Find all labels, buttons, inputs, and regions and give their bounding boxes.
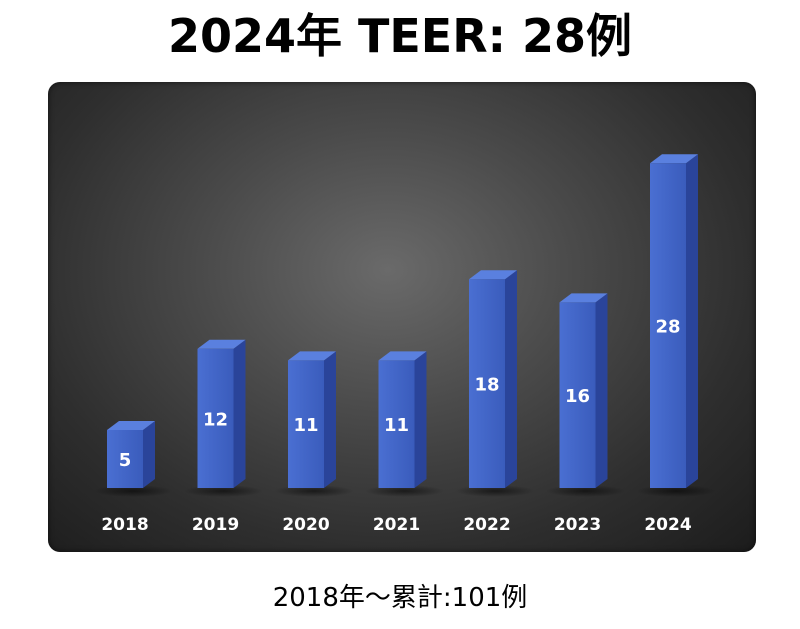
data-label-2022: 18 (474, 375, 499, 396)
x-tick-label-2023: 2023 (554, 515, 601, 535)
chart-panel: 5 2018 12 2019 11 2020 11 2021 18 2022 16 2023 28 202… (48, 82, 756, 552)
bar-2023 (545, 293, 626, 497)
bars-layer (93, 154, 716, 497)
bar-side-face (595, 293, 608, 488)
x-tick-label-2022: 2022 (463, 515, 510, 535)
bar-top-face (378, 351, 427, 361)
bar-2020 (274, 351, 354, 497)
bar-front-face (197, 348, 234, 488)
data-label-2018: 5 (119, 450, 132, 471)
bar-top-face (197, 339, 246, 349)
data-label-2019: 12 (203, 409, 228, 430)
bar-front-face (559, 302, 596, 488)
x-tick-label-2024: 2024 (644, 515, 691, 535)
bar-side-face (143, 421, 155, 488)
x-tick-label-2021: 2021 (373, 515, 420, 535)
data-label-2024: 28 (655, 317, 680, 338)
bar-top-face (559, 293, 608, 303)
bar-front-face (378, 360, 415, 488)
bar-side-face (233, 339, 246, 488)
bar-side-face (505, 270, 517, 488)
bar-top-face (107, 421, 155, 430)
data-label-2023: 16 (565, 386, 590, 407)
data-label-2020: 11 (293, 415, 318, 436)
page-title: 2024年 TEER: 28例 (167, 9, 633, 63)
bar-top-face (650, 154, 698, 164)
x-tick-label-2019: 2019 (192, 515, 239, 535)
cumulative-note: 2018年～累計:101例 (272, 583, 528, 613)
bar-2024 (636, 154, 716, 497)
data-label-2021: 11 (384, 415, 409, 436)
labels-layer: 5 2018 12 2019 11 2020 11 2021 18 2022 16 2023 28 202… (101, 317, 691, 535)
bar-front-face (650, 163, 686, 488)
bar-2018 (93, 421, 173, 497)
x-tick-label-2020: 2020 (282, 515, 329, 535)
bar-side-face (686, 154, 698, 488)
bar-top-face (288, 351, 336, 361)
bar-2022 (455, 270, 535, 497)
x-tick-label-2018: 2018 (101, 515, 148, 535)
bar-side-face (414, 351, 427, 488)
bar-side-face (324, 351, 336, 488)
bar-front-face (469, 279, 505, 488)
bar-2019 (183, 339, 264, 497)
bar-front-face (107, 430, 143, 488)
bar-front-face (288, 360, 324, 488)
bar-top-face (469, 270, 517, 280)
bar-2021 (364, 351, 445, 497)
bar-chart: 5 2018 12 2019 11 2020 11 2021 18 2022 16 2023 28 202… (93, 154, 716, 535)
